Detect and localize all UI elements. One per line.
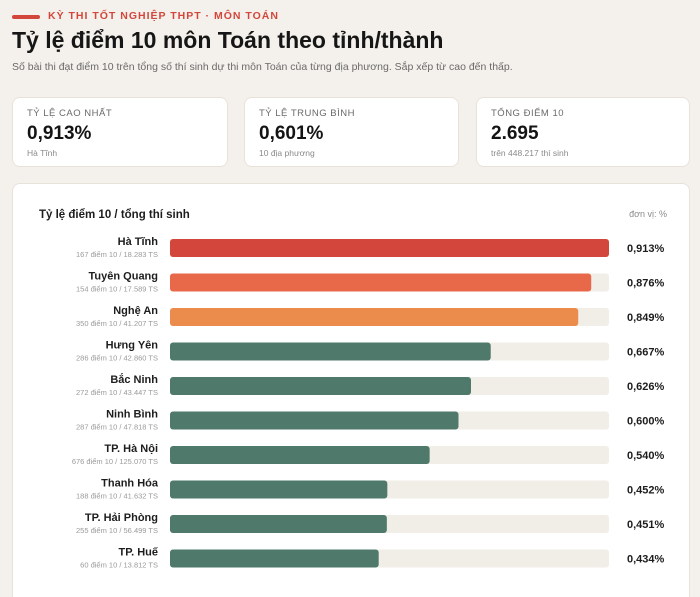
category-sublabel: 676 điểm 10 / 125.070 TS [72, 457, 158, 466]
value-label: 0,452% [627, 485, 665, 497]
bar [170, 549, 379, 568]
bar [170, 446, 430, 464]
page-title: Tỷ lệ điểm 10 môn Toán theo tỉnh/thành [12, 27, 444, 53]
category-label: TP. Hà Nội [104, 443, 158, 455]
stat-card-average: TỶ LỆ TRUNG BÌNH 0,601% 10 địa phương [244, 97, 459, 167]
kicker-accent-bar [12, 15, 40, 19]
value-label: 0,626% [627, 381, 665, 393]
category-sublabel: 167 điểm 10 / 18.283 TS [76, 250, 158, 259]
category-label: TP. Huế [118, 547, 158, 559]
stat-value: 0,601% [259, 123, 324, 144]
value-label: 0,434% [627, 554, 665, 566]
bar [170, 377, 472, 395]
category-sublabel: 286 điểm 10 / 42.860 TS [76, 354, 158, 363]
category-label: Nghệ An [113, 305, 158, 317]
bar [170, 308, 579, 326]
stat-value: 0,913% [27, 123, 92, 144]
bar [170, 342, 491, 361]
bar [170, 515, 387, 533]
stat-note: Hà Tĩnh [27, 148, 58, 158]
value-label: 0,540% [627, 450, 665, 462]
category-sublabel: 350 điểm 10 / 41.207 TS [76, 319, 158, 328]
stat-label: TỶ LỆ CAO NHẤT [27, 108, 113, 119]
page-subtitle: Số bài thi đạt điểm 10 trên tổng số thí … [12, 61, 513, 73]
stat-note: 10 địa phương [259, 148, 315, 158]
category-label: Hưng Yên [106, 340, 159, 352]
stat-note: trên 448.217 thí sinh [491, 148, 569, 158]
value-label: 0,876% [627, 278, 665, 290]
category-label: Tuyên Quang [89, 271, 158, 283]
stat-value: 2.695 [491, 123, 539, 144]
bar [170, 273, 592, 292]
value-label: 0,849% [627, 312, 665, 324]
category-label: Bắc Ninh [110, 373, 158, 386]
stat-card-total: TỔNG ĐIỂM 10 2.695 trên 448.217 thí sinh [476, 97, 690, 167]
category-label: TP. Hải Phòng [85, 512, 158, 524]
category-sublabel: 154 điểm 10 / 17.589 TS [76, 285, 158, 294]
bar-chart: Hà Tĩnh 167 điểm 10 / 18.283 TS 0,913% Tuyê… [72, 236, 665, 570]
category-label: Ninh Bình [106, 409, 158, 421]
chart-card: Tỷ lệ điểm 10 / tổng thí sinh đơn vị: % … [12, 183, 690, 597]
category-sublabel: 60 điểm 10 / 13.812 TS [80, 561, 158, 570]
value-label: 0,667% [627, 347, 665, 359]
stat-card-highest: TỶ LỆ CAO NHẤT 0,913% Hà Tĩnh [12, 97, 228, 167]
category-label: Hà Tĩnh [118, 236, 159, 248]
category-label: Thanh Hóa [101, 478, 159, 490]
value-label: 0,600% [627, 416, 665, 428]
category-sublabel: 287 điểm 10 / 47.818 TS [76, 423, 158, 432]
chart-title: Tỷ lệ điểm 10 / tổng thí sinh [39, 209, 190, 221]
category-sublabel: 255 điểm 10 / 56.499 TS [76, 526, 158, 535]
category-sublabel: 272 điểm 10 / 43.447 TS [76, 388, 158, 397]
bar [170, 239, 609, 257]
category-sublabel: 188 điểm 10 / 41.632 TS [76, 492, 158, 501]
stat-label: TỶ LỆ TRUNG BÌNH [259, 108, 355, 119]
kicker-label: KỲ THI TỐT NGHIỆP THPT · MÔN TOÁN [48, 10, 279, 22]
bar [170, 480, 388, 499]
chart-unit: đơn vị: % [629, 209, 667, 219]
bar [170, 411, 459, 430]
value-label: 0,451% [627, 519, 665, 531]
value-label: 0,913% [627, 243, 665, 255]
stat-label: TỔNG ĐIỂM 10 [491, 108, 565, 119]
